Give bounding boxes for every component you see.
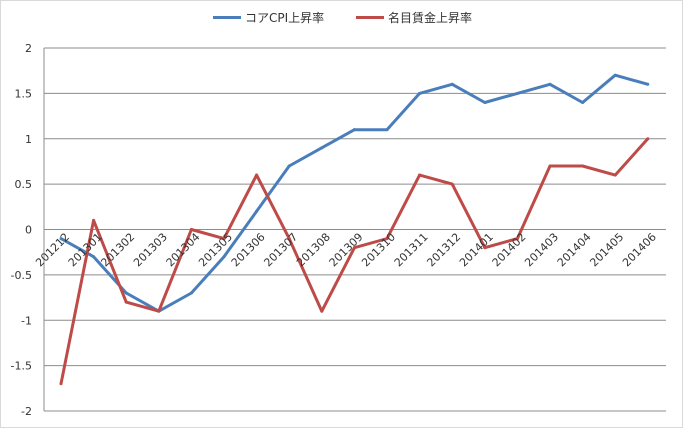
legend-label-nominal-wage: 名目賃金上昇率 [387, 10, 472, 25]
legend-item-nominal-wage: 名目賃金上昇率 [355, 10, 472, 25]
data-point-s0-201301 [92, 255, 96, 259]
data-point-s1-201311 [418, 173, 422, 177]
data-point-s0-201402 [515, 91, 519, 95]
x-tick-label-201303: 201303 [131, 230, 170, 269]
legend-item-core-cpi: コアCPI上昇率 [213, 11, 324, 25]
data-point-s1-201308 [320, 309, 324, 313]
data-point-s1-201405 [613, 173, 617, 177]
data-point-s1-201303 [157, 309, 161, 313]
data-point-s1-201401 [483, 246, 487, 250]
data-point-s1-201302 [124, 300, 128, 304]
data-point-s0-201212 [59, 237, 63, 241]
x-tick-label-201401: 201401 [457, 230, 496, 269]
series-lines [59, 73, 650, 386]
data-point-s1-201310 [385, 237, 389, 241]
y-tick-label-1: 1.5 [15, 87, 33, 100]
x-tick-label-201308: 201308 [294, 230, 333, 269]
data-point-s0-201304 [189, 291, 193, 295]
data-point-s0-201312 [450, 82, 454, 86]
x-tick-label-201403: 201403 [522, 230, 561, 269]
data-point-s1-201306 [255, 173, 259, 177]
data-point-s0-201306 [255, 209, 259, 213]
data-point-s1-201406 [646, 137, 650, 141]
data-point-s0-201404 [581, 100, 585, 104]
y-axis-tick-labels: 2 1.5 1 0.5 0 -0.5 -1 -1.5 -2 [11, 42, 32, 418]
y-tick-label-3: 0.5 [15, 178, 33, 191]
data-point-s1-201307 [287, 237, 291, 241]
data-point-s0-201309 [352, 128, 356, 132]
data-point-s0-201302 [124, 291, 128, 295]
y-tick-label-2: 1 [25, 133, 32, 146]
x-tick-label-201405: 201405 [587, 230, 626, 269]
data-point-s1-201403 [548, 164, 552, 168]
y-tick-label-8: -2 [21, 405, 32, 418]
x-tick-label-201304: 201304 [164, 230, 203, 269]
data-point-s1-201309 [352, 246, 356, 250]
x-tick-label-201311: 201311 [392, 230, 431, 269]
data-point-s1-201312 [450, 182, 454, 186]
x-tick-label-201406: 201406 [620, 230, 659, 269]
x-tick-label-201312: 201312 [424, 230, 463, 269]
legend-label-core-cpi: コアCPI上昇率 [245, 10, 325, 25]
y-tick-label-4: 0 [25, 224, 32, 237]
data-point-s1-201305 [222, 237, 226, 241]
legend-swatch-nominal-wage [355, 16, 384, 19]
data-point-s1-201404 [581, 164, 585, 168]
x-tick-label-201310: 201310 [359, 230, 398, 269]
data-point-s0-201305 [222, 255, 226, 259]
data-point-s0-201311 [418, 91, 422, 95]
data-point-s0-201310 [385, 128, 389, 132]
x-tick-label-201306: 201306 [229, 230, 268, 269]
data-point-s0-201401 [483, 100, 487, 104]
x-tick-label-201402: 201402 [490, 230, 529, 269]
legend-swatch-core-cpi [213, 16, 241, 19]
data-point-s1-201301 [92, 218, 96, 222]
data-point-s0-201307 [287, 164, 291, 168]
y-tick-label-6: -1 [21, 314, 32, 327]
data-point-s1-201304 [189, 228, 193, 231]
series-line-0 [60, 73, 649, 313]
y-tick-label-0: 2 [25, 42, 32, 55]
data-point-s1-201402 [515, 237, 519, 241]
x-tick-label-201212: 201212 [33, 230, 72, 269]
data-point-s0-201405 [613, 73, 617, 77]
y-tick-label-5: -0.5 [11, 269, 32, 282]
legend: コアCPI上昇率 名目賃金上昇率 [1, 10, 683, 30]
y-tick-label-7: -1.5 [11, 360, 32, 373]
gridlines [43, 47, 666, 412]
data-point-s0-201406 [646, 82, 650, 86]
data-point-s1-201212 [59, 382, 63, 386]
data-point-s0-201403 [548, 82, 552, 86]
data-point-s0-201308 [320, 146, 324, 150]
x-tick-label-201404: 201404 [555, 230, 594, 269]
